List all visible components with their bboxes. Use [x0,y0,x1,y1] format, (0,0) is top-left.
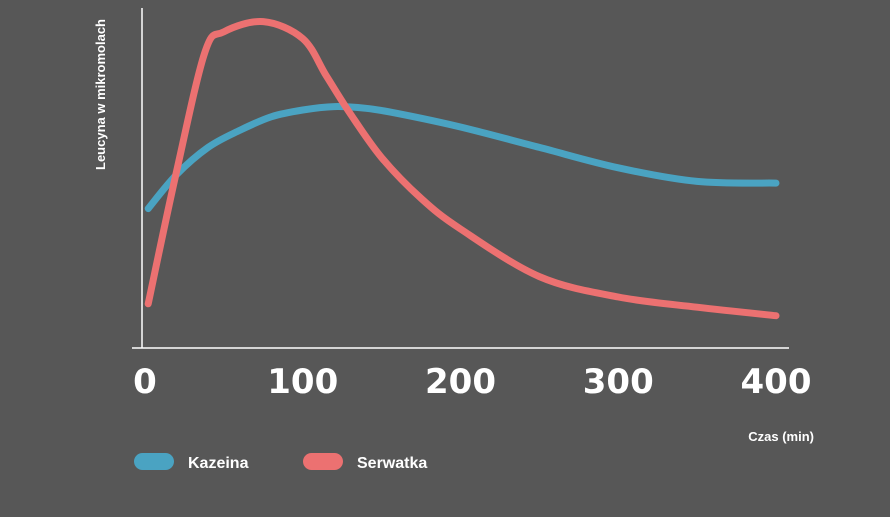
legend-label: Kazeina [188,455,249,472]
legend-item-kazeina: Kazeina [134,453,249,472]
legend-swatch [303,453,343,470]
x-tick-labels: 0 100 200 300 400 [133,362,811,402]
x-tick-label: 100 [267,362,338,402]
x-axis-label: Czas (min) [748,429,814,444]
x-tick-label: 300 [583,362,654,402]
series-line-kazeina [144,103,780,213]
legend-swatch [134,453,174,470]
y-axis-label: Leucyna w mikromolach [93,19,108,170]
series-line-serwatka [144,18,780,320]
series-layer [144,18,780,320]
legend-item-serwatka: Serwatka [303,453,427,472]
x-tick-label: 200 [425,362,496,402]
x-tick-label: 0 [133,362,157,402]
legend-label: Serwatka [357,455,427,472]
axes [132,8,789,349]
x-tick-label: 400 [741,362,812,402]
legend: Kazeina Serwatka [134,453,427,472]
